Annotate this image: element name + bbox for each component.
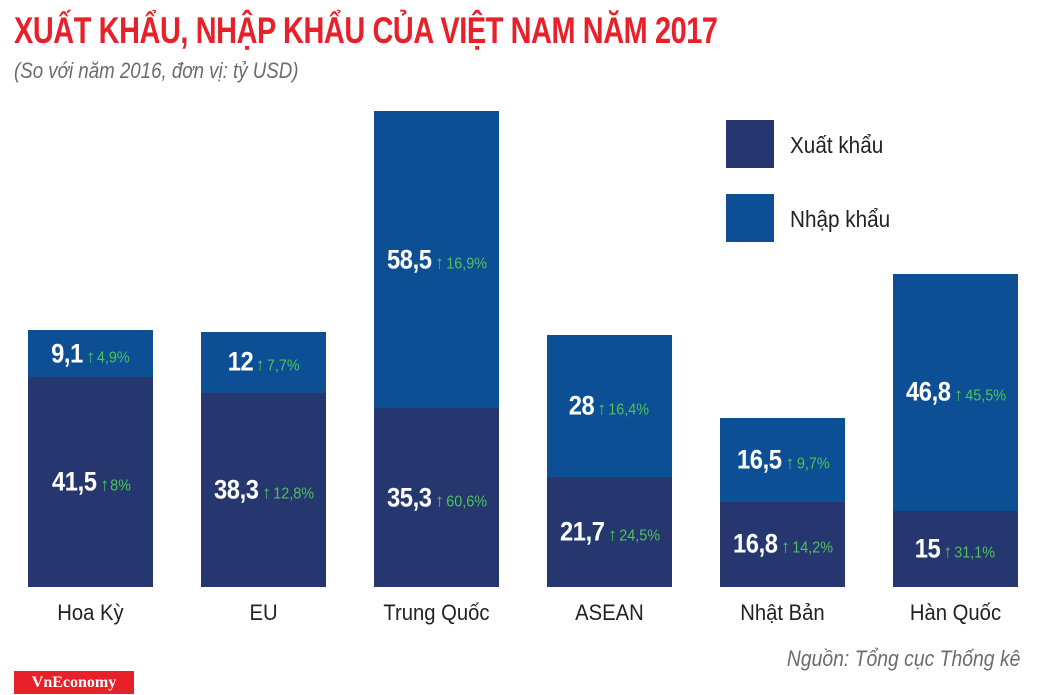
category-label: Trung Quốc [383, 600, 490, 625]
data-label: 9,1 ↑ 4,9% [28, 338, 153, 369]
category-label: Nhật Bản [740, 600, 825, 625]
data-label: 21,7 ↑ 24,5% [547, 516, 672, 547]
arrow-up-icon: ↑ [608, 524, 618, 545]
arrow-up-icon: ↑ [435, 490, 445, 510]
data-label: 58,5 ↑ 16,9% [374, 244, 499, 275]
value-label: 38,3 [213, 474, 259, 505]
data-label: 41,5 ↑ 8% [28, 466, 153, 497]
value-label: 28 [569, 390, 595, 421]
data-label: 38,3 ↑ 12,8% [201, 474, 326, 505]
legend-swatch-import [726, 194, 774, 242]
data-label: 12 ↑ 7,7% [201, 347, 326, 378]
bar-export [201, 392, 326, 587]
growth-label: 9,7% [796, 455, 830, 473]
legend-swatch-export [726, 120, 774, 168]
arrow-up-icon: ↑ [100, 474, 110, 495]
bar-import [374, 111, 499, 409]
vneconomy-logo: VnEconomy [14, 671, 134, 694]
bar-import [893, 273, 1018, 511]
bar-export [720, 501, 845, 587]
value-label: 16,5 [737, 444, 782, 475]
chart-title: XUẤT KHẨU, NHẬP KHẨU CỦA VIỆT NAM NĂM 20… [14, 10, 718, 51]
arrow-up-icon: ↑ [954, 384, 964, 405]
value-label: 46,8 [905, 376, 951, 407]
chart-subtitle: (So với năm 2016, đơn vị: tỷ USD) [14, 58, 299, 83]
category-label: EU [249, 600, 278, 625]
bar-import [547, 335, 672, 477]
data-label: 16,5 ↑ 9,7% [720, 444, 845, 475]
growth-label: 14,2% [792, 539, 834, 557]
value-label: 16,8 [732, 528, 778, 559]
bar-import [720, 418, 845, 502]
value-label: 35,3 [386, 482, 432, 512]
arrow-up-icon: ↑ [262, 482, 272, 503]
growth-label: 16,4% [608, 401, 650, 419]
growth-label: 8% [110, 477, 132, 495]
source-note: Nguồn: Tổng cục Thống kê [786, 646, 1020, 671]
value-label: 21,7 [559, 516, 605, 547]
data-label: 15 ↑ 31,1% [893, 533, 1018, 564]
arrow-up-icon: ↑ [435, 252, 445, 273]
value-label: 15 [915, 533, 941, 564]
arrow-up-icon: ↑ [943, 541, 953, 562]
arrow-up-icon: ↑ [86, 346, 96, 367]
data-label: 46,8 ↑ 45,5% [893, 377, 1018, 408]
growth-label: 45,5% [965, 387, 1007, 405]
value-label: 58,5 [386, 244, 432, 275]
category-label: ASEAN [575, 600, 644, 625]
bar-import [201, 331, 326, 393]
bar-import [28, 330, 153, 377]
category-label: Hoa Kỳ [57, 600, 124, 625]
value-label: 12 [227, 346, 254, 377]
growth-label: 7,7% [266, 357, 300, 375]
data-label: 35,3 ↑ 60,6% [374, 482, 499, 513]
bar-export [28, 376, 153, 587]
arrow-up-icon: ↑ [255, 354, 265, 375]
data-label: 28 ↑ 16,4% [547, 391, 672, 422]
data-label: 16,8 ↑ 14,2% [720, 529, 845, 560]
growth-label: 4,9% [97, 349, 130, 367]
legend-label-export: Xuất khẩu [790, 132, 884, 158]
category-label: Hàn Quốc [909, 600, 1002, 625]
arrow-up-icon: ↑ [785, 452, 795, 473]
bar-export [547, 476, 672, 587]
growth-label: 24,5% [619, 527, 661, 545]
bar-export [374, 408, 499, 587]
arrow-up-icon: ↑ [597, 398, 607, 419]
growth-label: 60,6% [446, 493, 488, 510]
value-label: 41,5 [51, 466, 97, 497]
bar-export [893, 510, 1018, 587]
growth-label: 12,8% [273, 485, 315, 503]
value-label: 9,1 [51, 338, 84, 369]
arrow-up-icon: ↑ [781, 536, 791, 557]
growth-label: 16,9% [446, 255, 488, 273]
legend-label-import: Nhập khẩu [790, 206, 891, 232]
growth-label: 31,1% [954, 544, 996, 562]
